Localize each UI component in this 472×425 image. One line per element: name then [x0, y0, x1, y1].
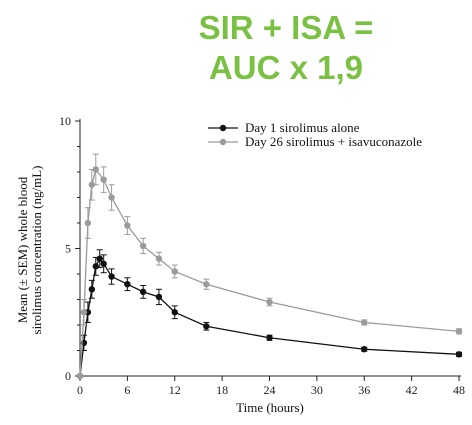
x-tick-label: 18 [216, 383, 228, 397]
headline-banner: SIR + ISA = AUC x 1,9 [155, 8, 417, 88]
series-2 [76, 153, 463, 380]
x-tick-label: 30 [311, 383, 323, 397]
data-point [139, 242, 147, 250]
y-axis-title-line-1: Mean (± SEM) whole blood [15, 176, 30, 323]
data-point [171, 268, 178, 275]
series-layer [76, 153, 463, 380]
data-point [203, 281, 210, 288]
headline-line-2: AUC x 1,9 [208, 49, 364, 86]
x-axis-title: Time (hours) [236, 400, 304, 415]
y-axis-title-line-2: sirolimus concentration (ng/mL) [29, 166, 44, 335]
data-point [88, 286, 96, 293]
data-point [455, 351, 463, 358]
data-point [100, 260, 107, 267]
data-point [96, 255, 103, 262]
data-point [124, 281, 131, 288]
data-point [92, 263, 99, 270]
data-point [92, 166, 99, 173]
legend-swatch-marker [219, 138, 227, 146]
x-tick-label: 24 [264, 383, 276, 397]
data-point [108, 194, 115, 201]
series-line [79, 257, 460, 377]
data-point [139, 288, 147, 296]
data-point [108, 273, 115, 280]
data-point [84, 219, 92, 227]
series-1 [76, 249, 463, 380]
x-tick-label: 0 [77, 383, 83, 397]
y-tick-label: 0 [65, 369, 71, 383]
y-axis-title-group: Mean (± SEM) whole blood sirolimus conce… [15, 166, 44, 335]
legend-label: Day 26 sirolimus + isavuconazole [245, 134, 422, 149]
legend-label: Day 1 sirolimus alone [245, 120, 360, 135]
data-point [266, 298, 273, 306]
data-point [266, 334, 273, 341]
data-point [155, 255, 163, 262]
x-tick-label: 6 [124, 383, 130, 397]
x-tick-label: 12 [169, 383, 181, 397]
data-point [100, 176, 107, 183]
data-point [361, 319, 368, 326]
headline-line-1: SIR + ISA = [198, 9, 374, 46]
legend-swatch-marker [219, 124, 227, 132]
data-point [76, 372, 84, 380]
y-tick-label: 10 [59, 114, 71, 128]
data-point [155, 293, 163, 301]
x-tick-label: 42 [406, 383, 418, 397]
data-point [361, 346, 368, 353]
x-tick-label: 36 [358, 383, 370, 397]
data-point [455, 328, 463, 335]
data-point [80, 309, 88, 316]
x-tick-label: 48 [453, 383, 465, 397]
axes: 0 6 12 18 24 30 36 42 48 0 5 10 [59, 114, 465, 397]
data-point [124, 222, 131, 229]
data-point [203, 323, 210, 330]
y-tick-label: 5 [65, 242, 71, 256]
data-point [88, 181, 96, 188]
series-line [79, 168, 460, 377]
data-point [171, 309, 178, 316]
